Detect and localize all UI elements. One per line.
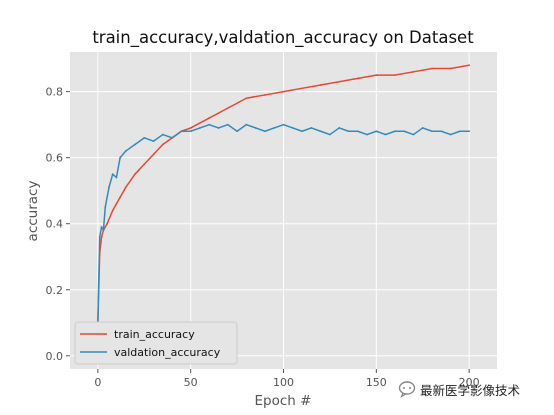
data-point-valdation-accuracy xyxy=(189,130,192,133)
data-point-train-accuracy xyxy=(301,87,303,90)
data-point-train-accuracy xyxy=(375,74,378,77)
data-point-train-accuracy xyxy=(264,94,266,96)
data-point-valdation-accuracy xyxy=(98,236,101,238)
data-point-valdation-accuracy xyxy=(217,127,220,129)
data-point-valdation-accuracy xyxy=(449,133,452,136)
data-point-valdation-accuracy xyxy=(143,136,146,139)
y-tick-labels: 0.0 0.2 0.4 0.6 0.8 xyxy=(46,86,64,363)
data-point-valdation-accuracy xyxy=(134,143,136,146)
data-point-valdation-accuracy xyxy=(102,229,105,232)
data-point-valdation-accuracy xyxy=(366,133,368,136)
data-point-valdation-accuracy xyxy=(282,123,285,126)
series-layer xyxy=(96,64,471,324)
data-point-valdation-accuracy xyxy=(356,130,359,133)
data-point-train-accuracy xyxy=(106,222,109,225)
data-point-valdation-accuracy xyxy=(347,130,350,133)
data-point-valdation-accuracy xyxy=(393,130,396,133)
data-point-train-accuracy xyxy=(226,107,229,110)
legend-label-valdation-accuracy: valdation_accuracy xyxy=(114,346,221,359)
x-tick-label: 100 xyxy=(273,376,294,389)
data-point-valdation-accuracy xyxy=(375,130,378,133)
x-axis-label: Epoch # xyxy=(255,393,312,409)
data-point-valdation-accuracy xyxy=(403,130,406,133)
data-point-train-accuracy xyxy=(245,97,248,100)
data-point-train-accuracy xyxy=(338,80,341,83)
data-point-train-accuracy xyxy=(319,84,322,86)
data-point-valdation-accuracy xyxy=(412,133,415,136)
data-point-train-accuracy xyxy=(119,196,122,199)
data-point-valdation-accuracy xyxy=(100,226,103,228)
chat-bubble-icon xyxy=(398,381,416,398)
data-point-valdation-accuracy xyxy=(291,127,294,129)
data-point-valdation-accuracy xyxy=(468,130,471,133)
y-tick-label: 0.0 xyxy=(46,350,64,363)
data-point-valdation-accuracy xyxy=(384,133,387,136)
data-point-valdation-accuracy xyxy=(301,130,303,133)
data-point-train-accuracy xyxy=(449,67,452,70)
legend: train_accuracy valdation_accuracy xyxy=(74,321,238,365)
data-point-valdation-accuracy xyxy=(115,176,118,179)
data-point-valdation-accuracy xyxy=(440,130,443,133)
watermark: 最新医学影像技术 xyxy=(398,378,520,400)
y-tick-label: 0.6 xyxy=(46,152,64,165)
y-axis-label: accuracy xyxy=(25,181,41,242)
data-point-train-accuracy xyxy=(189,127,192,129)
watermark-text: 最新医学影像技术 xyxy=(420,382,521,398)
x-tick-label: 200 xyxy=(459,376,480,389)
data-point-valdation-accuracy xyxy=(310,127,313,129)
data-point-train-accuracy xyxy=(412,70,415,73)
data-point-valdation-accuracy xyxy=(119,156,122,159)
data-point-train-accuracy xyxy=(143,163,146,166)
data-point-train-accuracy xyxy=(282,90,285,93)
data-point-valdation-accuracy xyxy=(264,130,266,133)
legend-box xyxy=(74,321,238,365)
data-point-valdation-accuracy xyxy=(458,130,461,133)
data-point-train-accuracy xyxy=(356,77,359,80)
y-tick-label: 0.2 xyxy=(46,284,64,297)
data-point-train-accuracy xyxy=(468,64,471,67)
data-point-valdation-accuracy xyxy=(111,173,114,176)
data-point-train-accuracy xyxy=(100,236,103,238)
data-point-valdation-accuracy xyxy=(199,127,201,129)
data-point-train-accuracy xyxy=(393,74,396,77)
chart-title: train_accuracy,valdation_accuracy on Dat… xyxy=(92,28,474,48)
x-tick-label: 0 xyxy=(94,376,101,389)
data-point-valdation-accuracy xyxy=(329,133,331,136)
data-point-train-accuracy xyxy=(152,153,155,156)
data-point-valdation-accuracy xyxy=(171,136,174,139)
data-point-train-accuracy xyxy=(111,209,114,212)
x-tick-label: 150 xyxy=(366,376,387,389)
y-tick-label: 0.8 xyxy=(46,86,64,99)
data-point-valdation-accuracy xyxy=(226,123,229,126)
data-point-valdation-accuracy xyxy=(273,127,276,129)
data-point-valdation-accuracy xyxy=(104,206,107,209)
data-point-valdation-accuracy xyxy=(431,130,433,133)
data-point-valdation-accuracy xyxy=(208,123,211,126)
data-point-valdation-accuracy xyxy=(180,130,183,133)
data-point-valdation-accuracy xyxy=(161,133,164,136)
data-point-valdation-accuracy xyxy=(152,140,155,143)
data-point-valdation-accuracy xyxy=(254,127,257,129)
data-point-train-accuracy xyxy=(431,67,433,70)
x-tick-label: 50 xyxy=(184,376,198,389)
data-point-valdation-accuracy xyxy=(124,150,127,152)
data-point-train-accuracy xyxy=(124,186,127,189)
data-point-valdation-accuracy xyxy=(421,127,424,129)
data-point-train-accuracy xyxy=(161,143,164,146)
data-point-valdation-accuracy xyxy=(338,127,341,129)
data-point-valdation-accuracy xyxy=(108,186,110,189)
x-tick-labels: 0 50 100 150 200 xyxy=(94,376,479,389)
data-point-valdation-accuracy xyxy=(245,123,248,126)
data-point-train-accuracy xyxy=(115,202,118,205)
data-point-valdation-accuracy xyxy=(319,130,322,133)
data-point-train-accuracy xyxy=(208,117,211,119)
data-point-train-accuracy xyxy=(134,173,136,176)
legend-label-train-accuracy: train_accuracy xyxy=(114,328,195,341)
y-tick-label: 0.4 xyxy=(46,218,64,231)
data-point-valdation-accuracy xyxy=(236,130,238,133)
